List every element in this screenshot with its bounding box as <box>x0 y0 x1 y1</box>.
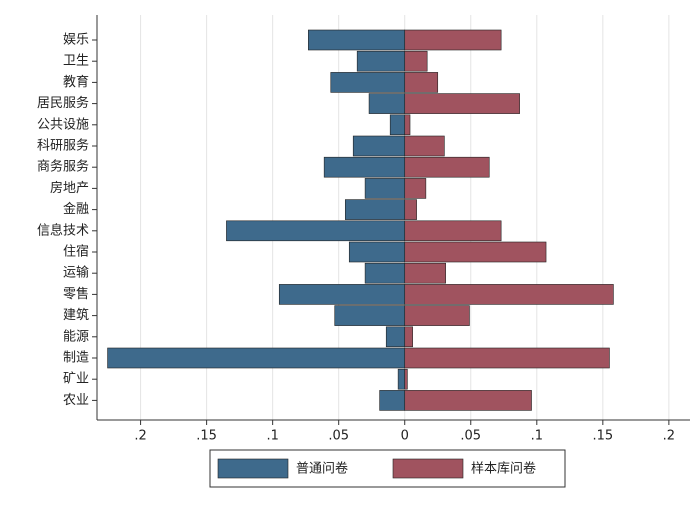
x-tick-label: .15 <box>592 429 613 444</box>
y-tick-label: 信息技术 <box>37 222 89 238</box>
bar <box>404 199 417 220</box>
y-tick-label: 教育 <box>63 74 89 90</box>
bar <box>364 178 406 199</box>
y-tick-label: 科研服务 <box>37 138 89 154</box>
bar <box>404 284 614 305</box>
legend-label: 普通问卷 <box>296 461 348 477</box>
y-tick-label: 建筑 <box>63 307 89 323</box>
bar <box>404 262 446 284</box>
y-tick-label: 金融 <box>63 201 89 217</box>
bar <box>226 220 406 242</box>
y-tick-label: 居民服务 <box>37 95 89 111</box>
y-tick-label: 娱乐 <box>63 33 89 48</box>
bar <box>404 305 470 326</box>
x-tick-label: .2 <box>663 429 675 444</box>
bar <box>330 72 406 93</box>
bar <box>344 199 406 220</box>
legend-label: 样本库问卷 <box>471 461 536 477</box>
bar <box>404 347 610 369</box>
bar <box>404 114 411 136</box>
y-tick-label: 制造 <box>63 351 89 366</box>
bar <box>379 390 406 411</box>
y-tick-label: 运输 <box>63 265 89 281</box>
y-tick-label: 农业 <box>63 393 89 408</box>
bar <box>278 284 406 305</box>
bar <box>397 368 406 390</box>
bar <box>404 72 439 93</box>
x-tick-label: .1 <box>266 429 278 444</box>
bar <box>404 326 413 348</box>
bar <box>404 390 532 411</box>
bar <box>404 156 490 178</box>
x-tick-label: .15 <box>196 429 217 444</box>
legend-swatch <box>217 458 289 479</box>
y-tick-label: 公共设施 <box>37 117 89 132</box>
bar <box>308 29 406 51</box>
y-tick-label: 住宿 <box>63 244 89 260</box>
bar <box>364 262 406 284</box>
x-tick-label: .2 <box>134 429 146 444</box>
x-tick-label: 0 <box>401 429 409 444</box>
y-tick-label: 房地产 <box>50 180 89 196</box>
x-tick-label: .1 <box>531 429 543 444</box>
bar <box>334 305 406 326</box>
y-tick-label: 能源 <box>63 329 89 344</box>
bar <box>404 220 502 242</box>
y-tick-label: 卫生 <box>63 54 89 69</box>
bar <box>404 368 408 390</box>
bar <box>404 135 445 157</box>
bar <box>385 326 406 348</box>
bar <box>352 135 406 157</box>
y-tick-label: 矿业 <box>63 372 89 387</box>
bar <box>323 156 406 178</box>
bar <box>389 114 406 136</box>
x-tick-label: .05 <box>460 429 481 444</box>
bar <box>368 93 406 114</box>
bar <box>107 347 406 369</box>
x-tick-label: .05 <box>328 429 349 444</box>
legend-swatch <box>392 458 464 479</box>
y-tick-label: 商务服务 <box>37 159 89 175</box>
bar <box>404 50 428 72</box>
y-tick-label: 零售 <box>63 286 89 302</box>
bar <box>404 93 520 114</box>
bar <box>404 241 547 263</box>
bar <box>356 50 406 72</box>
bar <box>404 29 502 51</box>
legend-box <box>209 449 566 488</box>
bar <box>404 178 427 199</box>
bar <box>348 241 406 263</box>
